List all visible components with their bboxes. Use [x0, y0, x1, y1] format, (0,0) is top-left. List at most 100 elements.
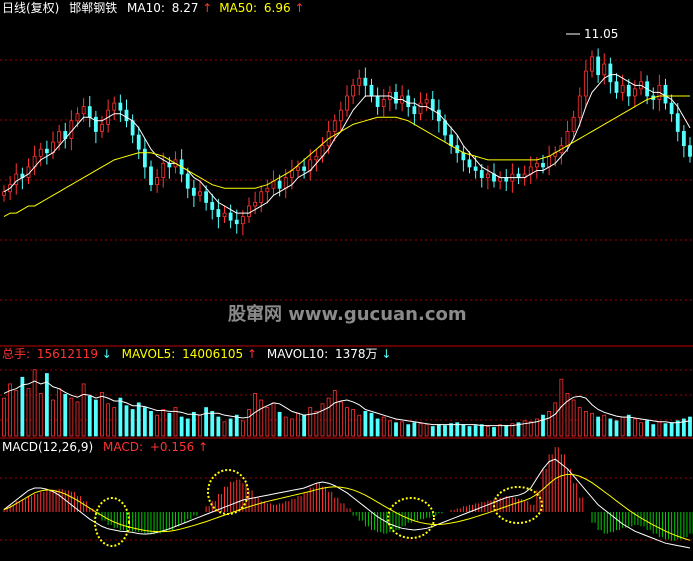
candle-body — [369, 84, 374, 97]
volume-bar — [596, 416, 601, 437]
volume-bar — [179, 416, 184, 437]
candle — [222, 206, 227, 223]
volume-bar — [44, 373, 49, 437]
volume-bar — [51, 399, 55, 437]
volume-bar — [271, 402, 276, 437]
macd-arrow: ↑ — [198, 440, 208, 454]
candle — [626, 78, 631, 106]
highlight-circle-1 — [94, 497, 130, 547]
volume-bar — [681, 418, 686, 437]
candle-body — [406, 95, 411, 108]
highlight-circles — [94, 469, 543, 547]
candle-body — [473, 166, 478, 171]
volume-bar — [626, 414, 631, 437]
candle — [185, 167, 190, 199]
candle — [14, 163, 19, 195]
candle — [118, 94, 123, 122]
volume-bar — [375, 418, 380, 437]
volume-value: 15612119 — [37, 347, 98, 361]
volume-bar — [559, 378, 564, 437]
volume-bar — [326, 397, 331, 437]
period-label: 日线(复权) — [2, 1, 59, 15]
candle-body — [216, 209, 221, 218]
volume-bar — [571, 399, 576, 437]
candle-body — [283, 177, 288, 189]
candle — [436, 99, 441, 133]
candle — [2, 185, 6, 202]
volume-bar — [308, 407, 313, 437]
candle-body — [461, 152, 466, 161]
volume-bar — [467, 426, 472, 437]
candle-body — [247, 205, 251, 218]
candle — [614, 73, 619, 99]
candle-body — [185, 173, 190, 189]
volume-bar — [645, 420, 650, 437]
volume-bar — [492, 427, 496, 437]
candle — [363, 67, 368, 98]
candle-body — [614, 81, 619, 93]
candle-body — [541, 162, 545, 168]
candle — [63, 122, 68, 149]
volume-bar — [81, 383, 86, 437]
candle — [149, 160, 153, 192]
volume-bar — [289, 418, 294, 437]
volume-bar — [20, 376, 25, 437]
mavol10-arrow: ↓ — [381, 347, 391, 361]
candle — [130, 114, 135, 144]
volume-bar — [228, 418, 233, 437]
ma10-label: MA10: — [127, 1, 165, 15]
candle-body — [228, 212, 233, 221]
candle — [136, 126, 141, 160]
volume-bar — [8, 383, 13, 437]
mavol5-line — [3, 380, 691, 427]
candle — [596, 48, 601, 83]
candle-body — [161, 162, 166, 178]
volume-bar — [130, 409, 135, 437]
candle — [449, 126, 454, 154]
volume-bar — [632, 418, 637, 437]
candle — [479, 164, 484, 188]
volume-bar — [87, 395, 92, 437]
macd-header: MACD(12,26,9) MACD: +0.156 ↑ — [2, 440, 208, 454]
volume-bar — [522, 420, 527, 437]
candle — [357, 69, 362, 96]
highlight-circle-2 — [207, 469, 249, 515]
candle — [369, 78, 374, 103]
volume-bar — [651, 424, 656, 437]
candle — [602, 53, 607, 85]
candle-body — [240, 216, 245, 225]
mavol5-value: 14006105 — [182, 347, 243, 361]
volume-bar — [357, 414, 362, 437]
candle-body — [93, 116, 98, 132]
volume-bar — [688, 416, 692, 437]
candle — [204, 185, 209, 211]
dea-line — [3, 473, 691, 541]
volume-bar — [259, 399, 264, 437]
volume-bar — [302, 414, 307, 437]
volume-label: 总手: — [2, 347, 30, 361]
candle-body — [296, 166, 300, 171]
volume-bar — [510, 423, 515, 437]
volume-bar — [657, 421, 662, 437]
candle-body — [430, 99, 435, 111]
candle-body — [681, 131, 686, 147]
volume-bar — [345, 407, 349, 437]
candle — [639, 71, 643, 96]
ma50-arrow: ↑ — [294, 1, 304, 15]
candle — [26, 158, 31, 184]
volume-bar — [455, 422, 460, 437]
candle — [424, 93, 429, 112]
volume-arrow: ↓ — [102, 347, 112, 361]
highlight-circle-4 — [493, 486, 543, 524]
candle-body — [626, 84, 631, 97]
peak-label: 11.05 — [584, 27, 618, 41]
volume-bar — [69, 397, 74, 437]
volume-bar — [106, 403, 111, 437]
volume-bar — [161, 409, 166, 437]
candle-body — [345, 95, 349, 111]
price-header: 日线(复权) 邯郸钢铁 MA10: 8.27 ↑ MA50: 6.96 ↑ — [2, 0, 305, 15]
candle-body — [547, 155, 552, 168]
volume-bar — [675, 420, 680, 437]
candle — [332, 114, 337, 142]
candle — [608, 57, 613, 94]
